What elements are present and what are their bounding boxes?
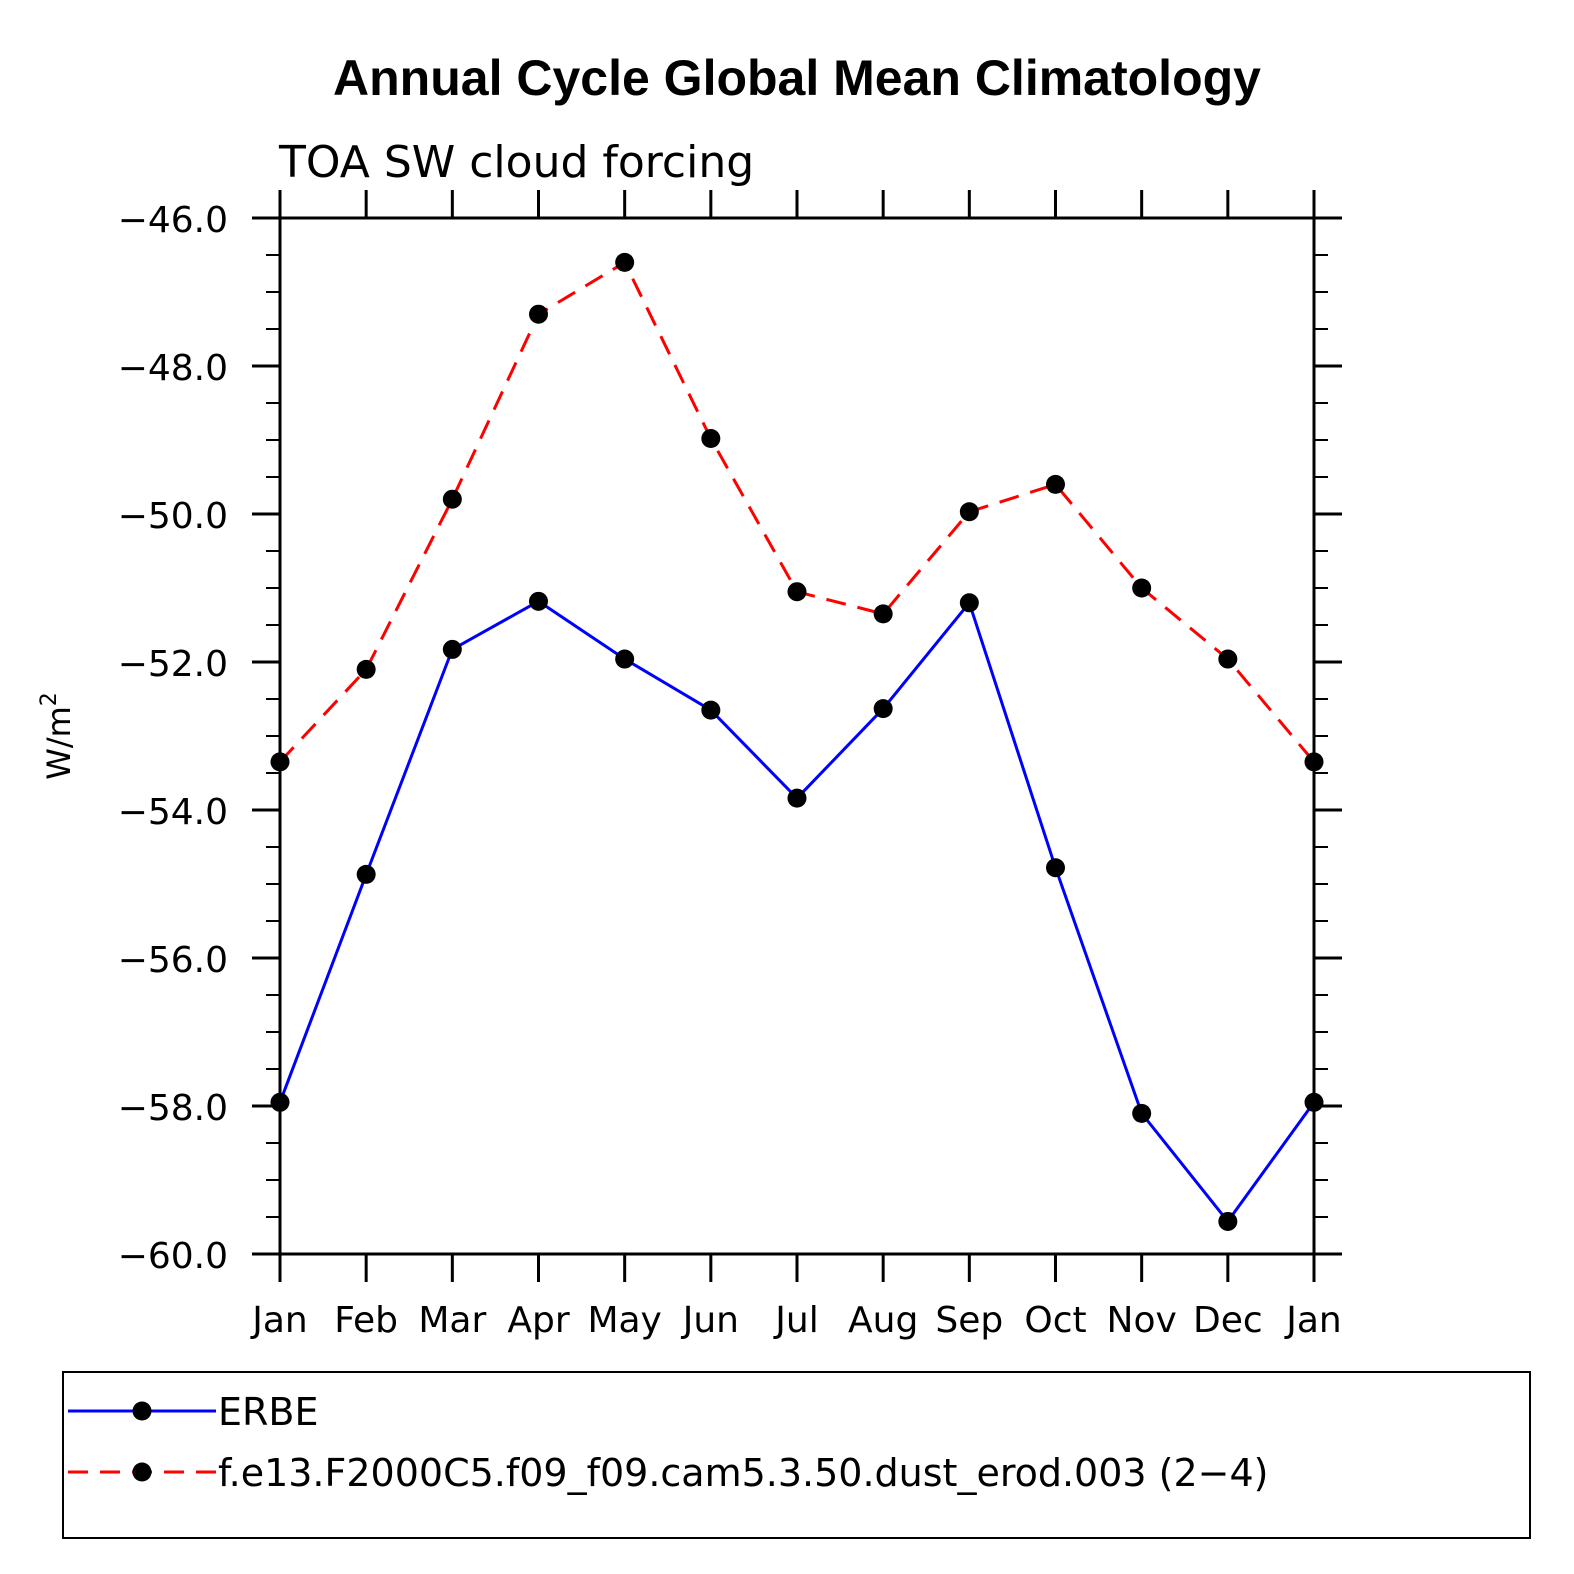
series-line-2 [278, 260, 1316, 763]
x-tick-label: Jan [250, 1300, 308, 1341]
series-1-point [529, 591, 548, 611]
y-axis-label-superscript: 2 [37, 692, 62, 706]
x-tick-label: Jan [1284, 1300, 1342, 1341]
svg-text:W/m2: W/m2 [37, 692, 78, 780]
legend-box [62, 1371, 1531, 1539]
series-1-point [1218, 1211, 1238, 1231]
axes: −46.0 −48.0 −50.0 −52.0 −54.0 −56.0 −58.0 −60.0… [118, 190, 1342, 1341]
y-tick-label: −58.0 [118, 1088, 228, 1129]
series-2-point [873, 604, 893, 624]
legend: ERBE f.e13.F2000C5.f09_f09.cam5.3.50.dust… [62, 1371, 1531, 1539]
series-1-point [1046, 858, 1065, 878]
series-1-point [873, 699, 893, 719]
series-2-point [442, 489, 462, 509]
y-axis-label: W/m [40, 706, 78, 780]
y-tick-label: −46.0 [118, 200, 228, 241]
series-2-point [615, 252, 635, 272]
series-2-point [701, 429, 721, 449]
y-tick-label: −54.0 [118, 792, 228, 833]
series-2-point [1046, 474, 1065, 494]
x-tick-label: Mar [418, 1300, 486, 1341]
legend-marker-2 [132, 1462, 152, 1482]
y-axis-title: W/m2 [37, 692, 78, 780]
x-tick-label: Sep [935, 1300, 1003, 1341]
chart-subtitle: TOA SW cloud forcing [278, 137, 754, 188]
y-tick-label: −60.0 [118, 1236, 228, 1277]
x-tick-label: Dec [1193, 1300, 1263, 1341]
series-2-point [356, 659, 376, 679]
series-2-point [529, 304, 548, 324]
x-tick-label: Oct [1024, 1300, 1086, 1341]
series-1-point [442, 639, 462, 659]
series-layer [270, 252, 1324, 1231]
y-tick-label: −50.0 [118, 496, 228, 537]
series-1-point [1132, 1103, 1152, 1123]
chart-title: Annual Cycle Global Mean Climatology [333, 50, 1261, 106]
series-2-point [1218, 649, 1238, 669]
series-1-point [1304, 1092, 1324, 1112]
legend-label-1: ERBE [218, 1390, 319, 1434]
x-tick-label: May [587, 1300, 661, 1341]
x-tick-label: Jul [773, 1300, 818, 1341]
series-2-point [959, 502, 979, 522]
series-1-point [615, 649, 635, 669]
series-2-point [1304, 752, 1324, 772]
series-1-point [270, 1092, 290, 1112]
legend-label-2: f.e13.F2000C5.f09_f09.cam5.3.50.dust_ero… [218, 1451, 1269, 1495]
legend-marker-1 [132, 1401, 152, 1421]
x-tick-label: Aug [848, 1300, 918, 1341]
x-tick-label: Feb [334, 1300, 398, 1341]
x-tick-label: Apr [507, 1300, 569, 1341]
series-line-1 [278, 599, 1316, 1224]
x-tick-label: Jun [681, 1300, 739, 1341]
y-tick-label: −52.0 [118, 644, 228, 685]
series-2-point [787, 582, 807, 602]
series-1-point [787, 788, 807, 808]
x-tick-label: Nov [1107, 1300, 1177, 1341]
series-1-point [701, 700, 721, 720]
y-tick-label: −48.0 [118, 348, 228, 389]
series-2-point [270, 752, 290, 772]
series-2-point [1132, 578, 1152, 598]
y-tick-label: −56.0 [118, 940, 228, 981]
series-1-point [959, 593, 979, 613]
series-1-point [356, 864, 376, 884]
